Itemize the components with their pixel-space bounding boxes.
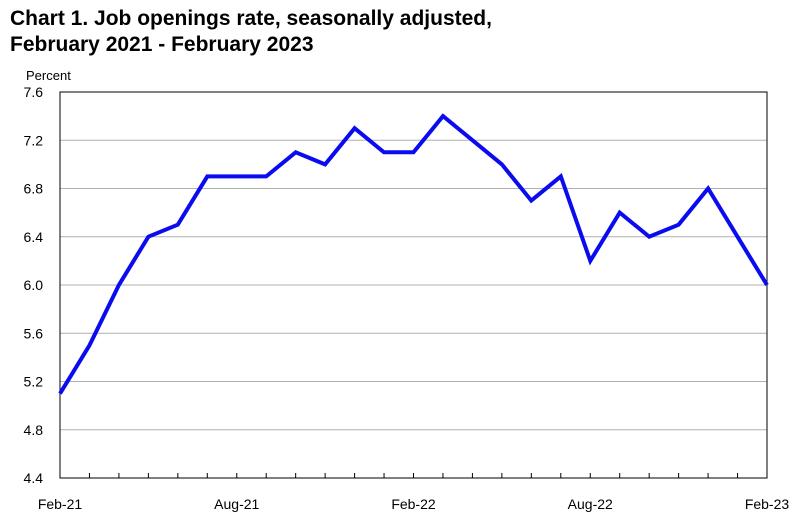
x-tick-label: Aug-22	[568, 496, 613, 512]
gridlines	[60, 139, 767, 431]
y-tick-label: 6.0	[24, 277, 44, 293]
chart-title-line-2: February 2021 - February 2023	[10, 33, 314, 56]
y-tick-label: 6.4	[24, 229, 44, 245]
series-layer	[58, 113, 769, 395]
x-tick-label: Feb-21	[38, 496, 83, 512]
x-tick-label: Feb-23	[745, 496, 790, 512]
y-axis-label: Percent	[26, 68, 71, 83]
chart-title-line-1: Chart 1. Job openings rate, seasonally a…	[10, 7, 492, 30]
y-tick-label: 5.6	[24, 325, 44, 341]
x-tick-label: Feb-22	[391, 496, 436, 512]
x-axis-tick-labels: Feb-21 Aug-21 Feb-22 Aug-22 Feb-23	[38, 496, 790, 512]
y-tick-label: 7.2	[24, 132, 44, 148]
x-tick-label: Aug-21	[214, 496, 259, 512]
y-tick-label: 7.6	[24, 84, 44, 100]
y-tick-label: 4.4	[24, 470, 44, 486]
y-tick-label: 5.2	[24, 374, 44, 390]
y-axis-tick-labels: 4.4 4.8 5.2 5.6 6.0 6.4 6.8 7.2 7.6	[24, 84, 44, 486]
x-axis-tick-marks	[59, 473, 768, 478]
series-line	[58, 113, 769, 395]
y-tick-label: 4.8	[24, 422, 44, 438]
chart-title: Chart 1. Job openings rate, seasonally a…	[10, 6, 790, 58]
y-tick-label: 6.8	[24, 181, 44, 197]
